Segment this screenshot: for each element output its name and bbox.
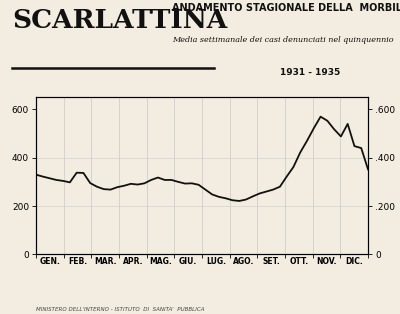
Text: SCARLATTINA: SCARLATTINA [12,8,227,33]
Text: 1931 - 1935: 1931 - 1935 [280,68,340,77]
Text: ANDAMENTO STAGIONALE DELLA  MORBILITA': ANDAMENTO STAGIONALE DELLA MORBILITA' [172,3,400,13]
Text: Media settimanale dei casi denunciati nel quinquennio: Media settimanale dei casi denunciati ne… [172,36,394,44]
Text: MINISTERO DELL'INTERNO - ISTITUTO  DI  SANITA'  PUBBLICA: MINISTERO DELL'INTERNO - ISTITUTO DI SAN… [36,307,204,312]
